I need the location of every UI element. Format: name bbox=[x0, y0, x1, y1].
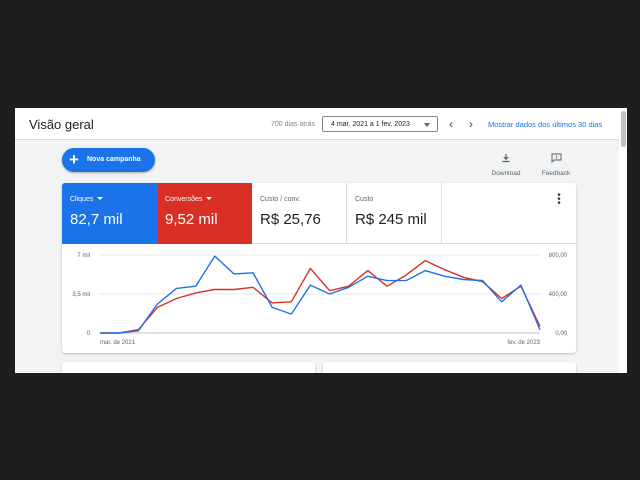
metric-cost-per-conv[interactable]: Custo / conv. R$ 25,76 bbox=[252, 183, 347, 244]
page-title: Visão geral bbox=[29, 117, 94, 132]
metric-conversions[interactable]: Conversões 9,52 mil bbox=[157, 183, 252, 244]
scrollbar[interactable] bbox=[619, 108, 627, 373]
metric-clicks-label-text: Cliques bbox=[70, 196, 94, 203]
plus-icon: + bbox=[69, 150, 79, 169]
metric-conversions-label: Conversões bbox=[165, 196, 213, 203]
metric-cost[interactable]: Custo R$ 245 mil bbox=[347, 183, 442, 244]
feedback-label: Feedback bbox=[541, 170, 571, 177]
screen: Visão geral 700 dias atrás 4 mar. 2021 a… bbox=[15, 108, 627, 373]
metric-cost-value: R$ 245 mil bbox=[355, 211, 427, 228]
series-line-convers-es bbox=[100, 259, 541, 334]
feedback-button[interactable]: Feedback bbox=[539, 150, 573, 177]
show-last-30-days-link[interactable]: Mostrar dados dos últimos 30 dias bbox=[488, 120, 603, 129]
chevron-right-icon[interactable]: › bbox=[469, 117, 473, 131]
more-vert-icon[interactable]: • • • bbox=[557, 190, 561, 209]
metric-clicks-label: Cliques bbox=[70, 196, 104, 203]
x-tick-label: fev. de 2023 bbox=[507, 340, 540, 346]
download-button[interactable]: Download bbox=[491, 150, 521, 177]
metric-cost-label: Custo bbox=[355, 196, 374, 203]
chevron-left-icon[interactable]: ‹ bbox=[449, 117, 453, 131]
y-left-tick-label: 7 mil bbox=[77, 253, 90, 259]
performance-chart: 7 mil 800,00 3,5 mil 400,00 0 0,00 mar. de 202… bbox=[72, 253, 568, 346]
caret-down-icon bbox=[424, 123, 430, 127]
metric-cost-per-conv-label: Custo / conv. bbox=[260, 196, 301, 203]
new-campaign-button[interactable]: + Nova campanha bbox=[62, 148, 155, 172]
metric-slot-empty bbox=[442, 183, 576, 244]
y-left-tick-label: 0 bbox=[87, 331, 91, 337]
date-range-value: 4 mar. 2021 a 1 fev. 2023 bbox=[331, 121, 410, 128]
y-right-tick-label: 400,00 bbox=[549, 292, 568, 298]
y-right-tick-label: 800,00 bbox=[549, 253, 568, 259]
metric-conversions-label-text: Conversões bbox=[165, 196, 203, 203]
download-icon bbox=[502, 154, 510, 163]
metric-cost-per-conv-value: R$ 25,76 bbox=[260, 211, 321, 228]
y-left-tick-label: 3,5 mil bbox=[72, 292, 90, 298]
new-campaign-label: Nova campanha bbox=[87, 156, 141, 163]
bottom-card-left bbox=[62, 362, 315, 373]
performance-card: Cliques 82,7 mil Conversões 9,52 mil Cus… bbox=[62, 183, 576, 353]
date-range-select[interactable]: 4 mar. 2021 a 1 fev. 2023 bbox=[322, 116, 438, 132]
bottom-card-right bbox=[323, 362, 576, 373]
x-tick-label: mar. de 2021 bbox=[100, 340, 136, 346]
metric-conversions-value: 9,52 mil bbox=[165, 211, 218, 228]
series-line-cliques bbox=[100, 255, 541, 334]
download-label: Download bbox=[491, 170, 521, 177]
y-right-tick-label: 0,00 bbox=[555, 331, 567, 337]
metric-clicks-value: 82,7 mil bbox=[70, 211, 123, 228]
dropdown-arrow-icon bbox=[97, 197, 104, 200]
scrollbar-thumb[interactable] bbox=[621, 111, 626, 147]
feedback-icon bbox=[551, 153, 561, 164]
dropdown-arrow-icon bbox=[206, 197, 213, 200]
top-bar: Visão geral 700 dias atrás 4 mar. 2021 a… bbox=[15, 108, 619, 140]
metric-clicks[interactable]: Cliques 82,7 mil bbox=[62, 183, 157, 244]
days-ago-label: 700 dias atrás bbox=[271, 121, 315, 128]
